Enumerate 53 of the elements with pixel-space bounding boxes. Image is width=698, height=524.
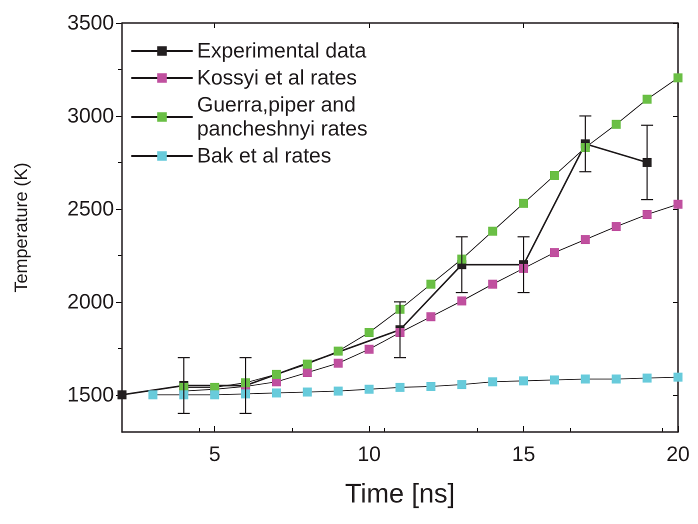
point: [488, 377, 498, 386]
point: [302, 388, 312, 397]
point: [364, 384, 374, 394]
y-tick-label: 1500: [67, 383, 114, 406]
point: [550, 170, 559, 180]
point: [612, 374, 621, 384]
point: [426, 382, 436, 391]
point: [612, 120, 621, 129]
point: [334, 346, 343, 356]
x-tick-label: 10: [357, 443, 381, 466]
y-tick-label: 3500: [67, 12, 114, 34]
point: [550, 375, 559, 384]
point: [642, 94, 652, 104]
y-tick-label: 2000: [67, 290, 114, 314]
point: [488, 280, 498, 289]
x-tick-label: 15: [512, 443, 536, 466]
point: [302, 368, 312, 378]
point: [426, 280, 436, 289]
point: [612, 222, 621, 232]
point: [364, 328, 374, 338]
point: [674, 73, 682, 82]
point: [457, 296, 466, 306]
point: [457, 380, 466, 390]
point: [550, 248, 559, 258]
point: [580, 374, 590, 384]
legend-label: Experimental data: [197, 40, 367, 62]
y-tick-label: 3000: [67, 104, 114, 128]
x-axis-title: Time [ns]: [344, 478, 456, 508]
x-tick-label: 20: [666, 443, 690, 466]
x-tick-label: 5: [208, 443, 221, 466]
point: [519, 198, 528, 208]
point: [334, 358, 343, 368]
legend-label: Bak et al rates: [197, 144, 332, 168]
point: [642, 374, 652, 383]
point: [272, 370, 281, 379]
point: [426, 312, 436, 322]
point: [334, 386, 343, 396]
point: [302, 360, 312, 369]
point: [674, 200, 682, 209]
point: [488, 226, 498, 236]
y-axis-title: Temperature (K): [11, 162, 31, 293]
point: [210, 390, 220, 400]
point: [148, 390, 158, 400]
point: [272, 388, 281, 398]
legend-label: Kossyi et al rates: [197, 66, 357, 90]
point: [580, 235, 590, 244]
point: [674, 372, 682, 382]
point: [364, 344, 374, 354]
y-tick-label: 2500: [67, 197, 114, 220]
point: [519, 376, 528, 386]
point: [642, 210, 652, 219]
point: [396, 382, 404, 392]
legend-label: Guerra,piper and pancheshnyi rates: [197, 94, 368, 140]
